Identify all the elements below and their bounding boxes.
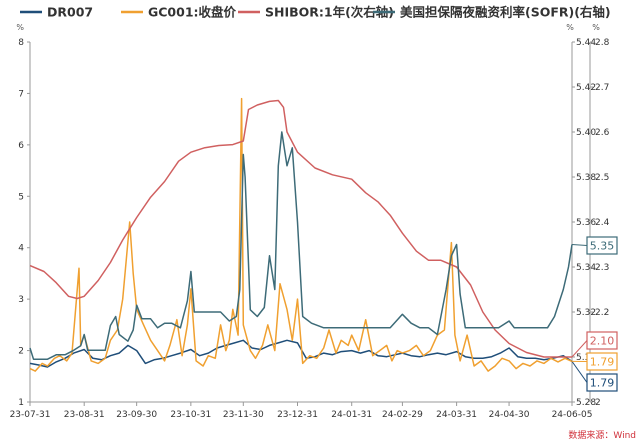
end-value-label-1: 1.79 bbox=[590, 377, 615, 390]
tag-leader-1 bbox=[571, 361, 588, 383]
x-tick-label: 23-09-30 bbox=[116, 410, 157, 420]
end-value-label-2: 1.79 bbox=[590, 356, 615, 369]
right2-tick-label: 2.2 bbox=[595, 308, 609, 318]
end-value-tags: 1.79 1.79 2.10 5.35 bbox=[571, 236, 618, 392]
x-tick-label: 23-12-31 bbox=[277, 410, 318, 420]
x-tick-label: 23-07-31 bbox=[10, 410, 51, 420]
left-axis-unit: % bbox=[16, 23, 24, 32]
right2-tick-label: 2.4 bbox=[595, 218, 610, 228]
right1-axis-unit: % bbox=[566, 23, 574, 32]
right2-tick-label: 2.8 bbox=[595, 38, 610, 48]
right1-tick-label: 5.28 bbox=[576, 398, 596, 408]
tag-box-4 bbox=[586, 236, 618, 255]
series-lines bbox=[29, 97, 573, 372]
tag-box-2 bbox=[586, 352, 618, 371]
legend-label-1: DR007 bbox=[47, 5, 93, 20]
right2-tick-label: 2.7 bbox=[595, 83, 609, 93]
right1-tick-label: 5.38 bbox=[576, 173, 596, 183]
left-tick-label: 8 bbox=[18, 38, 24, 48]
x-tick-label: 24-06-05 bbox=[552, 410, 593, 420]
left-tick-label: 6 bbox=[18, 141, 24, 151]
right2-tick-label: 2.3 bbox=[595, 263, 609, 273]
tag-box-1 bbox=[586, 373, 618, 392]
x-tick-label: 23-11-30 bbox=[223, 410, 264, 420]
end-value-label-3: 2.10 bbox=[590, 335, 615, 348]
right1-tick-label: 5.34 bbox=[576, 263, 596, 273]
x-tick-label: 24-04-30 bbox=[489, 410, 530, 420]
source-note: 数据来源：Wind bbox=[568, 429, 636, 441]
left-tick-label: 5 bbox=[18, 192, 24, 202]
x-tick-label: 24-01-31 bbox=[331, 410, 372, 420]
left-tick-label: 4 bbox=[18, 244, 24, 254]
series-line-3 bbox=[29, 99, 572, 358]
legend-label-3: SHIBOR:1年(次右轴) bbox=[265, 5, 394, 20]
x-tick-label: 23-10-31 bbox=[170, 410, 211, 420]
axes: 1 2 3 4 5 6 7 8% 5.28 5.30 5.32 5.34 5.36 5.38 5.40 5.4… bbox=[10, 23, 610, 420]
tag-box-3 bbox=[586, 331, 618, 350]
right2-tick-label: 2.6 bbox=[595, 128, 610, 138]
left-tick-label: 2 bbox=[18, 347, 24, 357]
left-tick-label: 1 bbox=[18, 398, 24, 408]
right2-tick-label: 2 bbox=[595, 398, 601, 408]
right1-tick-label: 5.30 bbox=[576, 353, 596, 363]
right2-axis-unit: % bbox=[592, 23, 600, 32]
tag-leader-3 bbox=[571, 340, 588, 358]
right1-tick-label: 5.32 bbox=[576, 308, 596, 318]
legend-label-4: 美国担保隔夜融资利率(SOFR)(右轴) bbox=[400, 5, 611, 20]
tag-leader-4 bbox=[571, 244, 588, 246]
legend-label-2: GC001:收盘价 bbox=[148, 5, 237, 20]
right2-tick-label: 2.5 bbox=[595, 173, 609, 183]
left-tick-label: 3 bbox=[18, 295, 24, 305]
right1-tick-label: 5.36 bbox=[576, 218, 596, 228]
x-tick-label: 24-02-29 bbox=[382, 410, 423, 420]
series-line-2 bbox=[29, 97, 573, 372]
end-value-label-4: 5.35 bbox=[590, 240, 615, 253]
right1-tick-label: 5.42 bbox=[576, 83, 596, 93]
left-tick-label: 7 bbox=[18, 89, 24, 99]
right1-tick-label: 5.44 bbox=[576, 38, 596, 48]
x-tick-label: 23-08-31 bbox=[64, 410, 105, 420]
right1-tick-label: 5.40 bbox=[576, 128, 596, 138]
x-tick-label: 24-03-31 bbox=[436, 410, 477, 420]
series-line-4 bbox=[29, 131, 573, 360]
legend: DR007 GC001:收盘价 SHIBOR:1年(次右轴) 美国担保隔夜融资利率(S… bbox=[20, 5, 611, 20]
